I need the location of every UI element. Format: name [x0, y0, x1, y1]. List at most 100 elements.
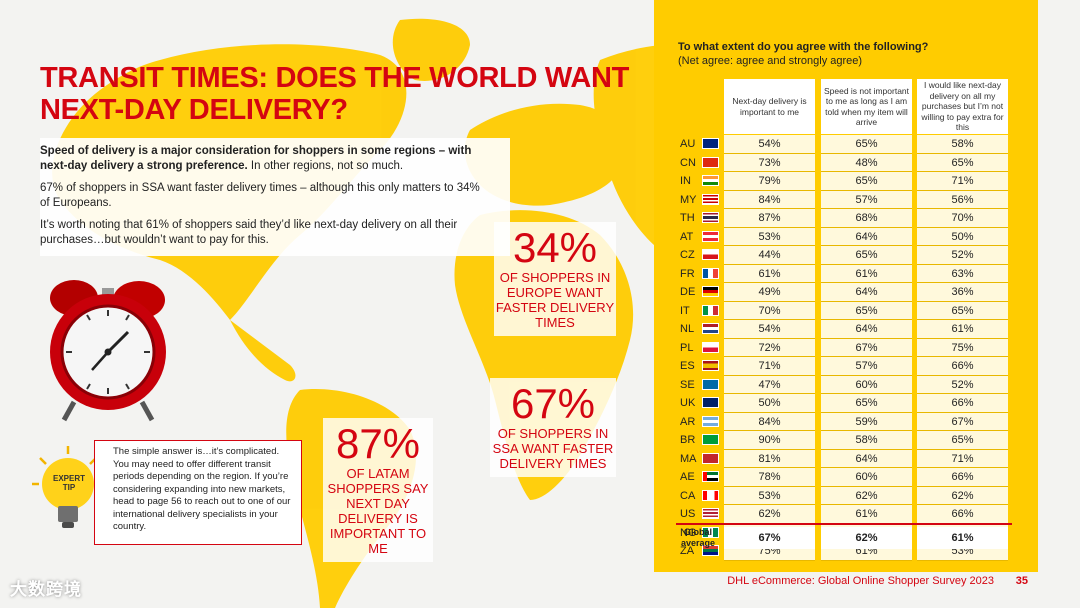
flag-th-icon [702, 212, 719, 223]
flag-ma-icon [702, 452, 719, 464]
flag-se-icon [702, 378, 719, 390]
column-header-speed-not-important: Speed is not important to me as long as … [821, 79, 912, 134]
table-cell: 81% [724, 449, 815, 468]
country-code: NG [680, 526, 697, 539]
column-header-text: Speed is not important to me as long as … [823, 85, 910, 128]
stat-europe: 34% OF SHOPPERS IN EUROPE WANT FASTER DE… [494, 222, 616, 336]
intro-lead-rest: In other regions, not so much. [247, 160, 404, 172]
table-cell: 84% [724, 412, 815, 431]
table-row: AT 53% 64% 50% [654, 227, 1038, 246]
stat-latam: 87% OF LATAM SHOPPERS SAY NEXT DAY DELIV… [323, 418, 433, 562]
table-row: FR 61% 61% 63% [654, 264, 1038, 283]
global-average-value: 62% [821, 527, 912, 549]
flag-za-icon [702, 545, 719, 556]
table-cell: 52% [917, 375, 1008, 394]
table-row: ES 71% 57% 66% [654, 357, 1038, 376]
flag-br-icon [702, 434, 719, 445]
flag-ng-icon [702, 526, 719, 538]
country-code: IT [680, 304, 690, 317]
table-question: To what extent do you agree with the fol… [678, 41, 929, 53]
flag-cz-icon [702, 249, 719, 260]
country-code: AU [680, 138, 696, 150]
table-cell: 72% [724, 338, 815, 357]
table-cell: 66% [917, 394, 1008, 413]
table-row: US 62% 61% 66% [654, 505, 1038, 524]
country-code: US [680, 508, 696, 520]
table-cell: 65% [821, 246, 912, 265]
country-code: SE [680, 378, 695, 391]
table-cell: 58% [821, 431, 912, 450]
table-cell: 67% [821, 338, 912, 357]
table-cell: 65% [821, 172, 912, 191]
table-row: AU 54% 65% 58% [654, 135, 1038, 154]
table-row: MY 84% 57% 56% [654, 190, 1038, 209]
table-cell: 61% [724, 264, 815, 283]
survey-table-panel: To what extent do you agree with the fol… [654, 0, 1038, 572]
flag-nl-icon [702, 323, 719, 334]
map-greenland [392, 18, 470, 81]
table-row: DE 49% 64% 36% [654, 283, 1038, 302]
intro-paragraph-3: It’s worth noting that 61% of shoppers s… [40, 219, 458, 246]
flag-us-icon [702, 508, 719, 519]
table-cell: 60% [821, 375, 912, 394]
country-code: BR [680, 434, 696, 446]
table-cell: 65% [821, 301, 912, 320]
table-cell: 65% [917, 153, 1008, 172]
table-cell: 71% [917, 449, 1008, 468]
stat-europe-label: OF SHOPPERS IN EUROPE WANT FASTER DELIVE… [495, 270, 615, 330]
table-cell: 59% [821, 412, 912, 431]
table-cell: 64% [821, 449, 912, 468]
table-cell: 61% [917, 320, 1008, 339]
global-average-value: 67% [724, 527, 815, 549]
table-cell: 54% [724, 320, 815, 339]
table-cell: 67% [917, 412, 1008, 431]
country-code: NL [680, 323, 695, 335]
country-code: AE [680, 471, 695, 483]
table-row: CZ 44% 65% 52% [654, 246, 1038, 265]
column-header-next-day-no-pay: I would like next-day delivery on all my… [917, 79, 1008, 134]
table-cell: 53% [724, 227, 815, 246]
page-number: 35 [1015, 575, 1028, 587]
flag-cn-icon [702, 156, 719, 168]
flag-au-icon [702, 138, 719, 149]
stat-latam-label: OF LATAM SHOPPERS SAY NEXT DAY DELIVERY … [327, 466, 429, 556]
expert-tip-text: The simple answer is…it’s complicated. Y… [113, 446, 291, 532]
column-header-text: Next-day delivery is important to me [732, 96, 807, 117]
table-cell: 52% [917, 246, 1008, 265]
table-cell: 90% [724, 431, 815, 450]
column-header-next-day-important: Next-day delivery is important to me [724, 79, 815, 134]
table-cell: 48% [821, 153, 912, 172]
table-row: BR 90% 58% 65% [654, 431, 1038, 450]
flag-ca-icon [702, 489, 719, 501]
expert-tip-box: The simple answer is…it’s complicated. Y… [94, 440, 302, 545]
table-cell: 64% [821, 227, 912, 246]
global-average-label: Global average [680, 527, 716, 548]
table-cell: 68% [821, 209, 912, 228]
table-row: AE 78% 60% 66% [654, 468, 1038, 487]
footer-text: DHL eCommerce: Global Online Shopper Sur… [727, 575, 994, 587]
intro-lead-bold: Speed of delivery is a major considerati… [40, 145, 472, 172]
table-cell: 61% [821, 505, 912, 524]
intro-paragraph-1: Speed of delivery is a major considerati… [40, 144, 490, 174]
alarm-clock-icon [50, 280, 166, 422]
table-cell: 57% [821, 357, 912, 376]
table-cell: 61% [821, 264, 912, 283]
table-row: SE 47% 60% 52% [654, 375, 1038, 394]
table-cell: 50% [724, 394, 815, 413]
table-cell: 62% [917, 486, 1008, 505]
table-cell: 70% [917, 209, 1008, 228]
flag-it-icon [702, 304, 719, 316]
table-cell: 62% [821, 486, 912, 505]
table-cell: 73% [724, 153, 815, 172]
table-cell: 65% [821, 135, 912, 154]
table-cell: 64% [821, 283, 912, 302]
flag-pl-icon [702, 341, 719, 353]
table-row: NL 54% 64% 61% [654, 320, 1038, 339]
table-cell: 66% [917, 505, 1008, 524]
table-cell: 64% [821, 320, 912, 339]
table-cell: 49% [724, 283, 815, 302]
country-code: IN [680, 175, 691, 187]
flag-ae-icon [702, 471, 719, 482]
flag-in-icon [702, 175, 719, 186]
